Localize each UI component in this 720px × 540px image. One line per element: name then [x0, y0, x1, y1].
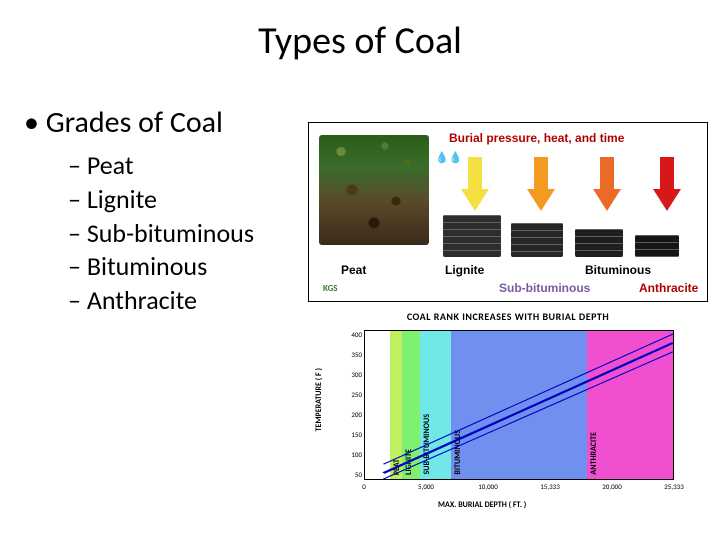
y-tick: 200 — [351, 410, 362, 419]
down-arrow-icon — [461, 157, 489, 213]
stage-label: Anthracite — [639, 281, 698, 295]
band-label: ANTHRACITE — [589, 432, 599, 475]
y-tick: 400 — [351, 330, 362, 339]
y-tick: 100 — [351, 450, 362, 459]
y-tick: 300 — [351, 370, 362, 379]
down-arrow-icon — [593, 157, 621, 213]
chart-plot-area: ANTHRACITE BITUMINOUS SUB-BITUMINOUS LIGNIT… — [364, 330, 674, 480]
formation-heading: Burial pressure, heat, and time — [449, 131, 624, 145]
stage-label: Sub-bituminous — [499, 281, 590, 295]
band-label: LIGNITE — [404, 449, 414, 475]
band-label: BITUMINOUS — [453, 430, 463, 475]
y-tick: 350 — [351, 350, 362, 359]
x-tick: 10,000 — [478, 482, 498, 491]
band-label: SUB-BITUMINOUS — [422, 414, 432, 475]
y-axis-label: TEMPERATURE ( F ) — [314, 368, 324, 431]
kgs-logo: KGS — [323, 283, 338, 294]
stage-label: Bituminous — [585, 263, 651, 277]
coal-block — [443, 215, 501, 257]
coal-rank-chart: COAL RANK INCREASES WITH BURIAL DEPTH TE… — [308, 308, 708, 518]
y-tick: 150 — [351, 430, 362, 439]
coal-block — [511, 223, 563, 257]
chart-band: BITUMINOUS — [451, 331, 587, 479]
chart-band: LIGNITE — [402, 331, 420, 479]
stage-label: Peat — [341, 263, 366, 277]
chart-band: PEAT — [390, 331, 402, 479]
x-tick: 0 — [362, 482, 366, 491]
peat-block — [319, 135, 429, 245]
x-tick: 15,333 — [540, 482, 560, 491]
down-arrow-icon — [653, 157, 681, 213]
x-tick: 25,333 — [664, 482, 684, 491]
x-tick: 5,000 — [418, 482, 434, 491]
slide-title: Types of Coal — [0, 0, 720, 64]
down-arrow-icon — [527, 157, 555, 213]
stage-label: Lignite — [445, 263, 484, 277]
coal-block — [635, 235, 679, 257]
chart-title: COAL RANK INCREASES WITH BURIAL DEPTH — [308, 310, 708, 323]
x-tick: 20,000 — [602, 482, 622, 491]
water-drops-icon: 💧💧 — [435, 151, 462, 164]
diagram-container: Burial pressure, heat, and time 💧💧 Peat L… — [308, 122, 708, 522]
y-ticks: 400 350 300 250 200 150 100 50 — [342, 330, 362, 480]
band-label: PEAT — [392, 459, 402, 475]
y-tick: 250 — [351, 390, 362, 399]
coal-block — [575, 229, 623, 257]
x-axis-label: MAX. BURIAL DEPTH ( FT. ) — [438, 500, 526, 510]
chart-band: ANTHRACITE — [587, 331, 673, 479]
coal-formation-panel: Burial pressure, heat, and time 💧💧 Peat L… — [308, 122, 708, 302]
y-tick: 50 — [355, 470, 362, 479]
chart-band: SUB-BITUMINOUS — [420, 331, 451, 479]
